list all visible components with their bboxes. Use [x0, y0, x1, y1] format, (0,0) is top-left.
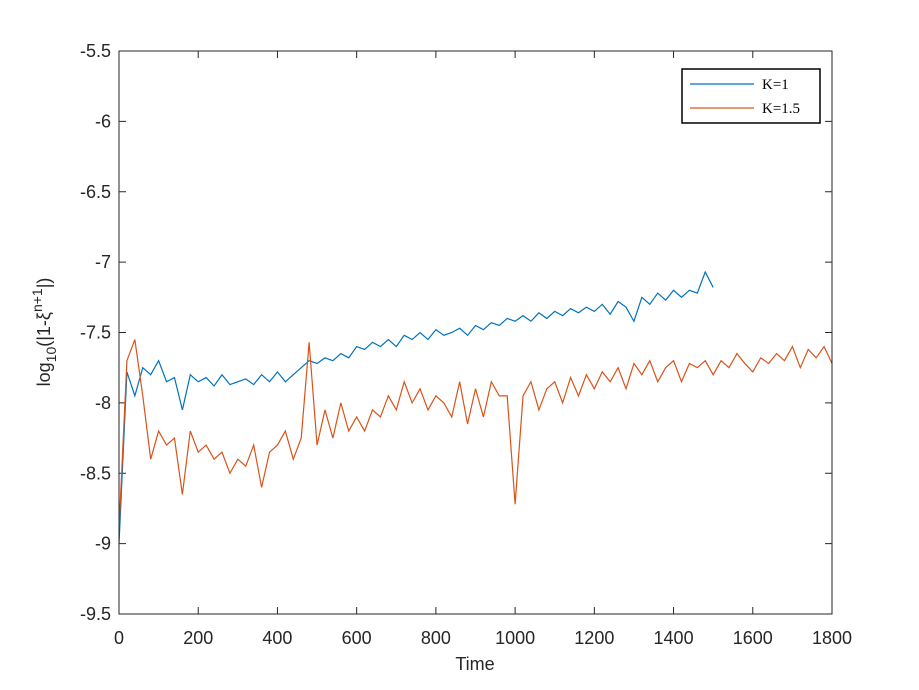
- x-tick-label: 600: [342, 628, 372, 648]
- y-tick-label: -6: [95, 111, 111, 131]
- y-axis-label: log10(|1-ξn+1|): [29, 278, 59, 387]
- y-tick-label: -5.5: [80, 41, 111, 61]
- x-tick-label: 1200: [574, 628, 614, 648]
- y-label-part: log: [34, 362, 54, 386]
- y-tick-label: -7.5: [80, 323, 111, 343]
- x-tick-label: 800: [421, 628, 451, 648]
- series-line: [118, 339, 833, 530]
- y-tick-label: -8.5: [80, 463, 111, 483]
- legend-box: [681, 68, 821, 124]
- y-label-part: |): [34, 278, 54, 289]
- x-tick-label: 1800: [812, 628, 852, 648]
- plot-area: [119, 51, 832, 614]
- y-tick-label: -9.5: [80, 604, 111, 624]
- legend-label: K=1: [762, 77, 789, 93]
- series-line: [118, 270, 714, 544]
- x-axis-label: Time: [455, 654, 494, 674]
- x-tick-label: 1400: [654, 628, 694, 648]
- legend-label: K=1.5: [762, 101, 800, 117]
- x-tick-label: 1000: [495, 628, 535, 648]
- y-tick-label: -7: [95, 252, 111, 272]
- y-label-part: n+1: [29, 288, 45, 312]
- y-label-part: (|1-ξ: [34, 312, 54, 347]
- y-tick-label: -6.5: [80, 182, 111, 202]
- x-tick-label: 1600: [733, 628, 773, 648]
- x-tick-label: 400: [262, 628, 292, 648]
- x-tick-label: 0: [114, 628, 124, 648]
- axes-box: [118, 50, 833, 615]
- y-tick-label: -8: [95, 393, 111, 413]
- x-tick-label: 200: [183, 628, 213, 648]
- y-tick-label: -9: [95, 534, 111, 554]
- y-label-part: 10: [43, 347, 59, 363]
